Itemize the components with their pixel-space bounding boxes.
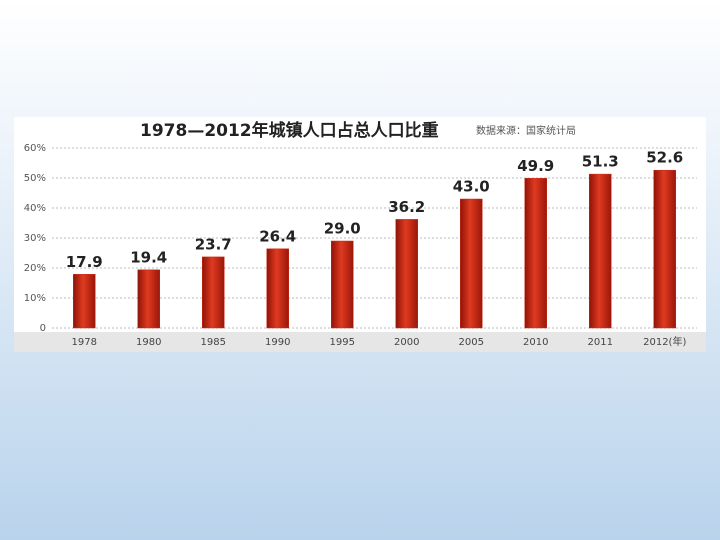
value-label: 17.9: [66, 253, 103, 271]
x-tick-label: 2000: [394, 337, 419, 348]
bar: [331, 240, 354, 329]
x-tick-label: 1990: [265, 337, 290, 348]
x-tick-label: 1980: [136, 337, 161, 348]
bar: [589, 173, 612, 329]
y-tick-label: 10%: [24, 293, 46, 304]
x-axis-strip: [14, 332, 706, 352]
bar: [266, 248, 289, 329]
bar: [653, 169, 676, 329]
x-tick-label: 1978: [72, 337, 97, 348]
bar: [137, 269, 160, 329]
y-tick-label: 20%: [24, 263, 46, 274]
bar: [73, 274, 96, 329]
y-tick-label: 40%: [24, 203, 46, 214]
y-tick-label: 30%: [24, 233, 46, 244]
value-label: 26.4: [259, 227, 296, 245]
y-tick-label: 60%: [24, 143, 46, 154]
x-tick-label: 2012(年): [643, 335, 686, 348]
bar: [524, 178, 547, 329]
value-label: 52.6: [646, 149, 683, 167]
bar: [202, 256, 225, 329]
x-tick-label: 2010: [523, 337, 548, 348]
x-tick-label: 2005: [459, 337, 484, 348]
value-label: 49.9: [517, 157, 554, 175]
bar: [395, 219, 418, 329]
value-label: 29.0: [324, 220, 361, 238]
chart-source: 数据来源：国家统计局: [476, 124, 576, 137]
value-label: 51.3: [582, 153, 619, 171]
value-label: 43.0: [453, 178, 490, 196]
value-label: 19.4: [130, 248, 167, 266]
y-tick-label: 0: [40, 323, 46, 334]
x-tick-label: 1995: [330, 337, 355, 348]
value-label: 23.7: [195, 235, 232, 253]
bar: [460, 198, 483, 329]
x-tick-label: 1985: [201, 337, 226, 348]
x-tick-label: 2011: [588, 337, 613, 348]
chart-title: 1978—2012年城镇人口占总人口比重: [140, 120, 439, 141]
y-tick-label: 50%: [24, 173, 46, 184]
value-label: 36.2: [388, 198, 425, 216]
